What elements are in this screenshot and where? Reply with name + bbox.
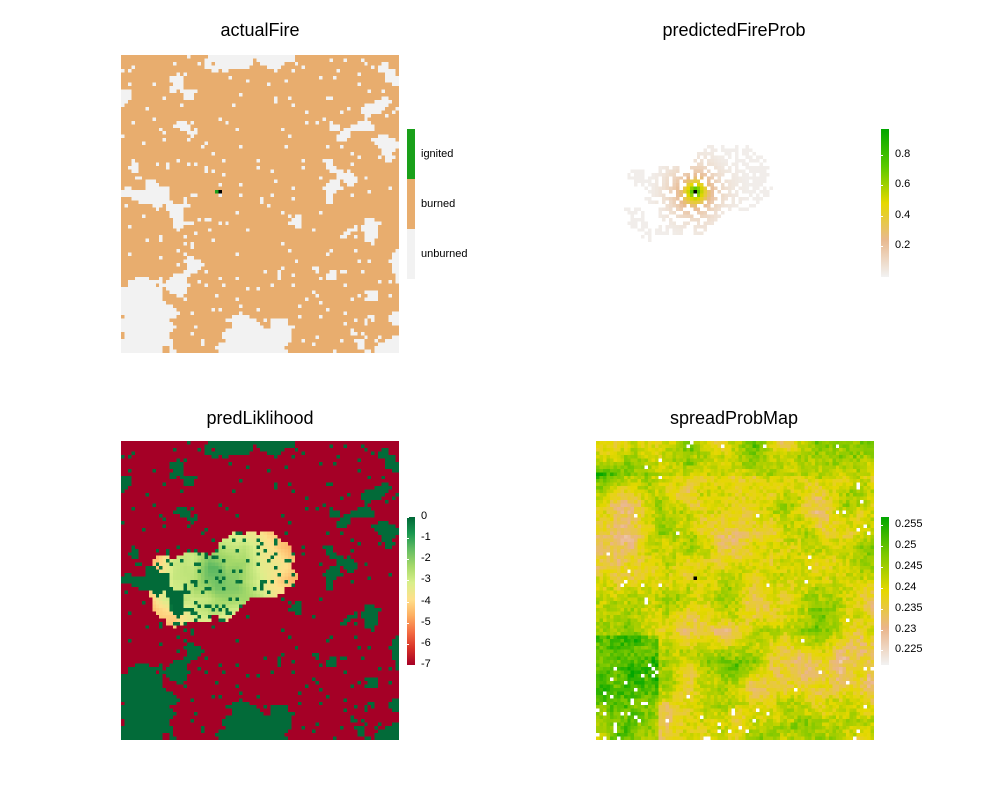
legend-colorbar-predictedfireprob — [881, 129, 889, 277]
legend-tick — [881, 608, 883, 610]
legend-tick-label: 0.245 — [895, 560, 923, 573]
legend-tick-label: 0.6 — [895, 178, 911, 191]
legend-tick — [881, 525, 883, 527]
legend-label-burned: burned — [421, 198, 456, 210]
legend-tick — [407, 559, 409, 561]
legend-tick — [881, 546, 883, 548]
legend-tick-label: 0.235 — [895, 601, 923, 614]
legend-tick-label: -1 — [421, 531, 431, 544]
legend-tick-label: -2 — [421, 552, 431, 565]
legend-tick — [881, 215, 883, 217]
legend-tick — [881, 587, 883, 589]
legend-tick — [881, 567, 883, 569]
legend-colorbar-predliklihood — [407, 517, 415, 665]
legend-tick — [881, 154, 883, 156]
legend-swatch-unburned — [407, 229, 415, 279]
legend-tick — [881, 650, 883, 652]
legend-tick — [881, 246, 883, 248]
raster-predictedfireprob — [596, 55, 874, 353]
legend-tick-label: -3 — [421, 573, 431, 586]
legend-tick — [407, 665, 409, 666]
legend-tick — [407, 580, 409, 582]
chart-title-actualfire: actualFire — [220, 20, 300, 40]
legend-tick-label: 0 — [421, 510, 428, 522]
legend-tick-label: 0.8 — [895, 147, 911, 160]
legend-tick-label: 0.255 — [895, 518, 923, 531]
raster-spreadprobmap — [596, 441, 874, 740]
legend-tick-label: -5 — [421, 615, 431, 628]
legend-tick-label: -4 — [421, 594, 431, 607]
legend-label-unburned: unburned — [421, 248, 468, 260]
legend-tick-label: -7 — [421, 658, 431, 670]
legend-tick-label: 0.25 — [895, 539, 917, 552]
legend-tick — [407, 622, 409, 624]
chart-title-predliklihood: predLiklihood — [206, 408, 314, 428]
legend-colorbar-spreadprobmap — [881, 517, 889, 665]
legend-tick-label: 0.2 — [895, 239, 911, 252]
chart-title-spreadprobmap: spreadProbMap — [669, 408, 799, 428]
raster-predliklihood — [121, 441, 399, 740]
legend-tick — [407, 517, 409, 518]
legend-tick — [407, 538, 409, 540]
legend-tick — [881, 629, 883, 631]
legend-label-ignited: ignited — [421, 148, 454, 160]
legend-tick — [881, 185, 883, 187]
legend-swatch-burned — [407, 179, 415, 229]
legend-tick-label: 0.24 — [895, 580, 917, 593]
legend-tick-label: 0.225 — [895, 643, 923, 656]
legend-tick — [407, 601, 409, 603]
legend-tick-label: -6 — [421, 636, 431, 649]
legend-tick-label: 0.4 — [895, 208, 911, 221]
raster-actualfire — [121, 55, 399, 353]
legend-tick — [407, 643, 409, 645]
chart-title-predictedfireprob: predictedFireProb — [662, 20, 806, 40]
legend-swatch-ignited — [407, 129, 415, 179]
legend-tick-label: 0.23 — [895, 622, 917, 635]
